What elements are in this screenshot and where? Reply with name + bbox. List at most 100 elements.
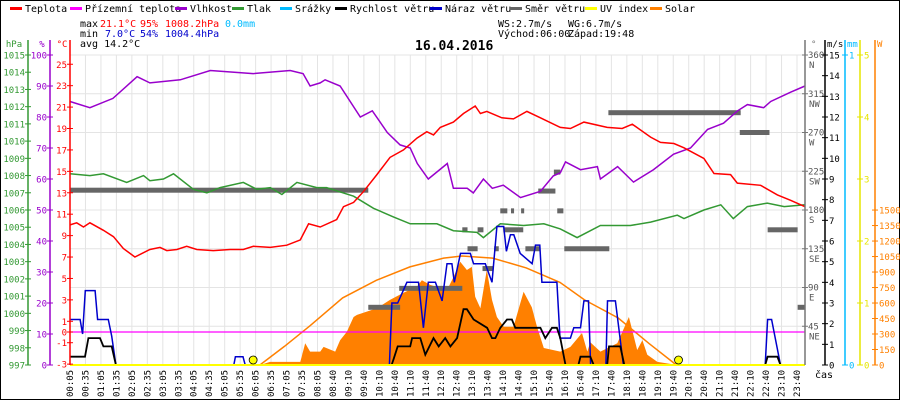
pct-axis-unit: % bbox=[39, 40, 45, 50]
x-tick-label: 02:35 bbox=[143, 370, 153, 397]
dir-compass-label: NW bbox=[809, 100, 820, 110]
wind-direction-mark bbox=[553, 169, 561, 175]
x-tick-label: 17:10 bbox=[592, 370, 602, 397]
legend-swatch bbox=[70, 7, 82, 10]
x-tick-label: 10:10 bbox=[375, 370, 385, 397]
stat-max-pressure: 1008.2hPa bbox=[165, 19, 219, 30]
temp-tick-label: -3 bbox=[56, 361, 67, 371]
stat-sunset: Západ:19:48 bbox=[568, 28, 634, 40]
dir-axis-unit: ° bbox=[811, 40, 816, 50]
temp-tick-label: 25 bbox=[56, 61, 67, 71]
x-tick-label: 11:40 bbox=[422, 370, 432, 397]
wind-tick-label: 0 bbox=[829, 362, 834, 372]
hPa-axis-unit: hPa bbox=[6, 40, 22, 50]
wind-axis-unit: m/s bbox=[827, 40, 843, 50]
series bbox=[69, 69, 806, 366]
wind-tick-label: 15 bbox=[829, 52, 840, 62]
x-tick-label: 18:40 bbox=[638, 370, 648, 397]
x-tick-label: 18:10 bbox=[623, 370, 633, 397]
pct-tick-label: 40 bbox=[36, 238, 47, 248]
pct-tick-label: 70 bbox=[36, 145, 47, 155]
legend-swatch bbox=[335, 7, 347, 10]
x-tick-label: 00:35 bbox=[81, 370, 91, 397]
temp-tick-label: 5 bbox=[62, 275, 67, 285]
stats: max 21.1°C 95% 1008.2hPa 0.0mm min 7.0°C… bbox=[80, 19, 634, 50]
x-tick-label: 16:10 bbox=[561, 370, 571, 397]
wind-tick-label: 14 bbox=[829, 72, 840, 82]
pct-tick-label: 20 bbox=[36, 300, 47, 310]
temp-tick-label: 19 bbox=[56, 125, 67, 135]
hPa-tick-label: 997 bbox=[9, 362, 25, 372]
hPa-tick-label: 1013 bbox=[3, 86, 25, 96]
wind-direction-mark bbox=[500, 208, 508, 214]
wind-tick-label: 5 bbox=[829, 258, 834, 268]
uv-tick-label: 1 bbox=[864, 300, 869, 310]
solar-tick-label: 1050 bbox=[879, 253, 900, 263]
temp-tick-label: 0 bbox=[62, 329, 67, 339]
x-tick-label: 20:40 bbox=[700, 370, 710, 397]
temp-tick-label: 11 bbox=[56, 211, 67, 221]
legend-label: UV index bbox=[600, 4, 648, 15]
wind-tick-label: 1 bbox=[829, 341, 834, 351]
legend-swatch bbox=[430, 7, 442, 10]
wind-tick-label: 8 bbox=[829, 196, 834, 206]
wind-direction-mark bbox=[608, 110, 741, 116]
hPa-tick-label: 1008 bbox=[3, 172, 25, 182]
wind-speed-line bbox=[70, 308, 805, 366]
stat-min-label: min bbox=[80, 29, 98, 40]
temp-tick-label: 17 bbox=[56, 146, 67, 156]
hPa-tick-label: 1004 bbox=[3, 241, 25, 251]
hPa-tick-label: 1009 bbox=[3, 155, 25, 165]
hPa-tick-label: 1012 bbox=[3, 103, 25, 113]
wind-direction-mark bbox=[503, 227, 524, 233]
stat-wind-gust: WG:6.7m/s bbox=[568, 19, 622, 30]
x-tick-label: 01:35 bbox=[112, 370, 122, 397]
x-tick-label: 15:10 bbox=[530, 370, 540, 397]
temp-tick-label: 15 bbox=[56, 168, 67, 178]
solar-tick-label: 0 bbox=[879, 362, 884, 372]
solar-tick-label: 750 bbox=[879, 284, 895, 294]
wind-direction-mark bbox=[70, 187, 369, 193]
wind-direction-mark bbox=[521, 208, 525, 214]
wind-direction-mark bbox=[511, 208, 515, 214]
legend-label: Náraz větru bbox=[445, 3, 511, 15]
x-tick-label: 19:40 bbox=[669, 370, 679, 397]
wind-tick-label: 7 bbox=[829, 217, 834, 227]
sun-marker bbox=[248, 355, 258, 365]
stat-wind-speed: WS:2.7m/s bbox=[498, 19, 552, 30]
wind-direction-mark bbox=[467, 246, 478, 252]
x-tick-label: 13:40 bbox=[484, 370, 494, 397]
wind-direction-mark bbox=[525, 246, 541, 252]
wind-tick-label: 2 bbox=[829, 320, 834, 330]
temperature-line bbox=[69, 104, 806, 258]
x-tick-label: 21:40 bbox=[731, 370, 741, 397]
solar-tick-label: 150 bbox=[879, 346, 895, 356]
wind-tick-label: 11 bbox=[829, 134, 840, 144]
x-tick-label: 03:05 bbox=[159, 370, 169, 397]
x-tick-label: 00:05 bbox=[66, 370, 76, 397]
dir-tick-label: 315 bbox=[808, 90, 824, 100]
pct-tick-label: 0 bbox=[42, 362, 47, 372]
x-tick-label: 14:10 bbox=[499, 370, 509, 397]
dir-compass-label: SW bbox=[809, 177, 820, 187]
wind-direction-mark bbox=[368, 304, 401, 310]
x-tick-label: 08:40 bbox=[329, 370, 339, 397]
wind-tick-label: 12 bbox=[829, 114, 840, 124]
hPa-tick-label: 999 bbox=[9, 327, 25, 337]
x-tick-label: 09:40 bbox=[360, 370, 370, 397]
x-tick-label: 06:05 bbox=[252, 370, 262, 397]
stat-sunrise: Východ:06:00 bbox=[498, 28, 570, 40]
hPa-tick-label: 1014 bbox=[3, 69, 25, 79]
wind-direction-mark bbox=[462, 227, 468, 233]
x-axis-label: čas bbox=[815, 369, 833, 381]
temp-tick-label: 13 bbox=[56, 189, 67, 199]
x-tick-label: 12:40 bbox=[453, 370, 463, 397]
wind-direction-mark bbox=[767, 227, 798, 233]
x-tick-label: 14:40 bbox=[515, 370, 525, 397]
x-tick-label: 17:40 bbox=[607, 370, 617, 397]
wind-direction-mark bbox=[477, 227, 484, 233]
x-tick-label: 08:05 bbox=[313, 370, 323, 397]
stat-avg-temp: avg 14.2°C bbox=[80, 39, 140, 50]
rain-tick-label: 1 bbox=[849, 52, 854, 62]
